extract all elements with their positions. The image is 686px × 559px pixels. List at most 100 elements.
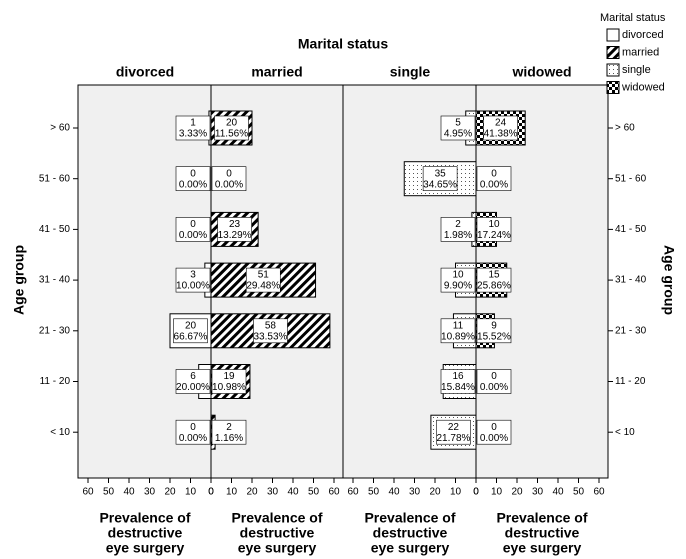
value-label: 0 <box>491 168 497 179</box>
x-tick-label: 20 <box>246 487 258 498</box>
y-tick-label: < 10 <box>615 427 635 438</box>
x-axis-label: destructive <box>505 525 580 541</box>
x-tick-label: 30 <box>409 487 421 498</box>
value-label: 16 <box>452 371 464 382</box>
label-box <box>483 115 518 141</box>
percent-label: 13.29% <box>218 230 252 241</box>
percent-label: 1.16% <box>215 433 243 444</box>
label-box <box>211 369 247 394</box>
legend-swatch <box>606 63 620 77</box>
value-label: 5 <box>455 118 461 129</box>
x-tick-label: 0 <box>208 487 214 498</box>
value-label: 20 <box>185 320 197 331</box>
label-box <box>245 267 281 293</box>
label-box <box>175 217 211 242</box>
x-tick-label: 0 <box>473 487 479 498</box>
y-tick-label: 31 - 40 <box>615 275 647 286</box>
label-box <box>476 318 512 344</box>
y-tick-label: > 60 <box>615 123 635 134</box>
x-tick-label: 20 <box>511 487 523 498</box>
x-axis-label: destructive <box>108 525 183 541</box>
label-box <box>440 267 476 293</box>
percent-label: 21.78% <box>436 433 470 444</box>
label-box <box>440 115 476 141</box>
legend-label: widowed <box>621 81 665 93</box>
percent-label: 10.00% <box>176 281 210 292</box>
value-label: 35 <box>435 168 447 179</box>
x-tick-label: 40 <box>287 487 299 498</box>
percent-label: 4.95% <box>444 129 472 140</box>
value-label: 2 <box>455 219 461 230</box>
x-tick-label: 30 <box>267 487 279 498</box>
percent-label: 66.67% <box>174 331 208 342</box>
x-axis-label: destructive <box>240 525 315 541</box>
percent-label: 41.38% <box>484 129 518 140</box>
y-tick-label: 51 - 60 <box>39 173 71 184</box>
value-label: 11 <box>453 320 464 331</box>
label-box <box>440 318 476 344</box>
value-label: 22 <box>448 422 460 433</box>
label-box <box>422 166 458 191</box>
x-axis-label: eye surgery <box>106 540 185 556</box>
percent-label: 0.00% <box>480 382 508 393</box>
y-axis-label: Age group <box>661 245 677 315</box>
value-label: 58 <box>265 320 277 331</box>
x-tick-label: 0 <box>473 487 479 498</box>
x-tick-label: 40 <box>552 487 564 498</box>
percent-label: 15.52% <box>477 331 511 342</box>
x-tick-label: 0 <box>208 487 214 498</box>
percent-label: 11.56% <box>215 129 248 140</box>
panel-header: widowed <box>511 64 571 80</box>
legend-label: single <box>622 64 651 76</box>
label-box <box>214 115 249 141</box>
label-box <box>436 419 471 445</box>
percent-label: 25.86% <box>477 281 511 292</box>
percent-label: 0.00% <box>179 230 207 241</box>
x-tick-label: 10 <box>491 487 503 498</box>
label-box <box>440 217 476 242</box>
x-axis-label: Prevalence of <box>496 510 587 526</box>
x-tick-label: 60 <box>82 487 94 498</box>
label-box <box>253 318 288 344</box>
legend-title: Marital status <box>600 12 666 24</box>
chart-title: Marital status <box>298 36 388 52</box>
label-box <box>175 419 211 445</box>
x-tick-label: 20 <box>164 487 176 498</box>
x-tick-label: 40 <box>123 487 135 498</box>
x-tick-label: 50 <box>573 487 585 498</box>
y-tick-label: 11 - 20 <box>615 376 646 387</box>
x-tick-label: 60 <box>593 487 605 498</box>
value-label: 0 <box>190 422 196 433</box>
legend-label: divorced <box>622 29 664 41</box>
y-tick-label: 41 - 50 <box>615 224 647 235</box>
y-tick-label: 21 - 30 <box>39 325 71 336</box>
percent-label: 0.00% <box>179 433 207 444</box>
label-box <box>476 217 512 242</box>
x-axis-label: Prevalence of <box>364 510 455 526</box>
y-tick-label: < 10 <box>50 427 70 438</box>
percent-label: 0.00% <box>480 179 508 190</box>
percent-label: 20.00% <box>176 382 210 393</box>
panel-header: single <box>390 64 431 80</box>
label-box <box>476 369 512 394</box>
y-tick-label: 31 - 40 <box>39 275 71 286</box>
value-label: 20 <box>226 118 238 129</box>
value-label: 0 <box>190 168 196 179</box>
value-label: 3 <box>190 270 196 281</box>
label-box <box>476 419 512 445</box>
label-box <box>211 166 247 191</box>
value-label: 15 <box>488 270 500 281</box>
x-tick-label: 10 <box>226 487 238 498</box>
percent-label: 0.00% <box>215 179 243 190</box>
x-tick-label: 50 <box>308 487 320 498</box>
x-axis-label: eye surgery <box>238 540 317 556</box>
percent-label: 15.84% <box>441 382 475 393</box>
percent-label: 10.98% <box>212 382 246 393</box>
x-axis-label: destructive <box>373 525 448 541</box>
value-label: 23 <box>229 219 241 230</box>
x-tick-label: 20 <box>429 487 441 498</box>
panel-header: divorced <box>116 64 174 80</box>
legend-label: married <box>622 46 659 58</box>
y-tick-label: 11 - 20 <box>40 376 71 387</box>
x-axis-label: eye surgery <box>371 540 450 556</box>
